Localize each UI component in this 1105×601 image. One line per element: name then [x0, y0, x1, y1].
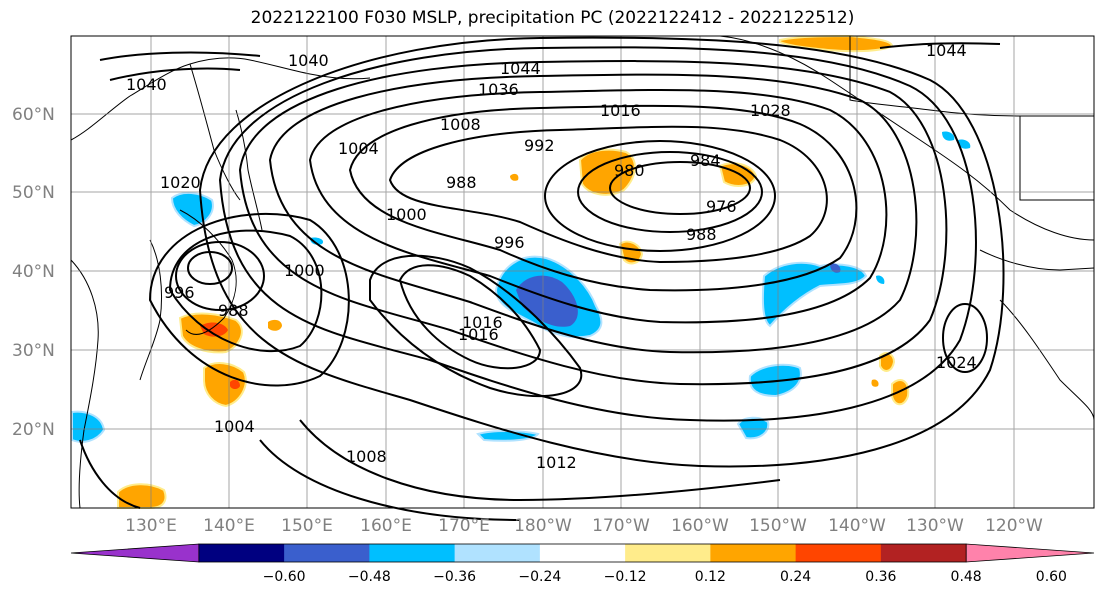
lat-label: 20°N	[12, 420, 55, 440]
colorbar-tick-label: 0.24	[780, 569, 811, 585]
lon-label: 170°E	[438, 516, 490, 536]
contour-label: 1008	[440, 115, 481, 134]
colorbar-swatch	[710, 544, 797, 562]
lon-label: 130°E	[125, 516, 177, 536]
contour-label: 996	[494, 233, 525, 252]
contour-label: 1000	[284, 261, 325, 280]
contour-label: 1028	[750, 101, 791, 120]
lat-label: 40°N	[12, 262, 55, 282]
colorbar-swatch	[539, 544, 626, 562]
contour-label: 1040	[288, 51, 329, 70]
contour-label: 1008	[346, 447, 387, 466]
lon-label: 130°W	[906, 516, 964, 536]
contour-label: 1044	[500, 59, 541, 78]
colorbar-tick-label: 0.60	[1036, 569, 1067, 585]
colorbar: −0.60 −0.48 −0.36 −0.24 −0.12 0.12 0.24 0.36 0.4…	[70, 543, 1095, 585]
contour-label: 984	[690, 151, 721, 170]
contour-label: 1000	[386, 205, 427, 224]
contour-label: 988	[686, 225, 717, 244]
longitude-labels: 130°E 140°E 150°E 160°E 170°E 180°W 170°…	[125, 516, 1043, 536]
map-title: 2022122100 F030 MSLP, precipitation PC (…	[250, 8, 855, 28]
contour-label: 1016	[462, 313, 503, 332]
contour-label: 988	[446, 173, 477, 192]
contour-label: 1044	[926, 41, 967, 60]
contour-label: 976	[706, 197, 737, 216]
contour-label: 996	[164, 283, 195, 302]
colorbar-tick-label: −0.48	[348, 569, 391, 585]
colorbar-swatches	[70, 543, 1095, 563]
lon-label: 150°E	[281, 516, 333, 536]
colorbar-frame	[198, 543, 967, 563]
contour-label: 980	[614, 161, 645, 180]
colorbar-tick-label: 0.36	[865, 569, 896, 585]
latitude-labels: 60°N 50°N 40°N 30°N 20°N	[12, 105, 55, 440]
contour-label: 1024	[936, 353, 977, 372]
colorbar-extend-max	[965, 543, 1095, 563]
isobar-labels: 1040 1040 1044 1036 1016 1028 1008 1004 …	[126, 41, 977, 472]
map-area: 1040 1040 1044 1036 1016 1028 1008 1004 …	[70, 34, 1095, 521]
colorbar-swatch	[198, 544, 285, 562]
contour-label: 1040	[126, 75, 167, 94]
contour-label: 1016	[600, 101, 641, 120]
lon-label: 140°W	[828, 516, 886, 536]
colorbar-labels: −0.60 −0.48 −0.36 −0.24 −0.12 0.12 0.24 0.36 0.4…	[263, 569, 1067, 585]
contour-label: 1004	[214, 417, 255, 436]
mslp-isobars	[79, 36, 1005, 521]
colorbar-swatch	[880, 544, 967, 562]
lon-label: 160°W	[671, 516, 729, 536]
contour-label: 1012	[536, 453, 577, 472]
colorbar-swatch	[795, 544, 882, 562]
lat-label: 30°N	[12, 341, 55, 361]
contour-label: 992	[524, 136, 555, 155]
contour-label: 1004	[338, 139, 379, 158]
lon-label: 180°W	[514, 516, 572, 536]
colorbar-tick-label: 0.48	[951, 569, 982, 585]
lon-label: 150°W	[749, 516, 807, 536]
colorbar-tick-label: −0.12	[604, 569, 647, 585]
lon-label: 140°E	[203, 516, 255, 536]
colorbar-swatch	[454, 544, 541, 562]
colorbar-swatch	[369, 544, 456, 562]
contour-label: 1016	[458, 325, 499, 344]
colorbar-tick-label: −0.24	[518, 569, 561, 585]
lon-label: 170°W	[592, 516, 650, 536]
colorbar-tick-label: −0.60	[263, 569, 306, 585]
lat-label: 50°N	[12, 183, 55, 203]
lon-label: 160°E	[360, 516, 412, 536]
colorbar-extend-min	[70, 543, 200, 563]
coastlines	[70, 35, 1095, 509]
lon-label: 120°W	[985, 516, 1043, 536]
colorbar-tick-label: 0.12	[695, 569, 726, 585]
contour-label: 1020	[160, 173, 201, 192]
colorbar-swatch	[284, 544, 370, 562]
contour-label: 1036	[478, 80, 519, 99]
colorbar-tick-label: −0.36	[433, 569, 476, 585]
lat-label: 60°N	[12, 105, 55, 125]
colorbar-swatch	[625, 544, 711, 562]
contour-label: 988	[218, 301, 249, 320]
